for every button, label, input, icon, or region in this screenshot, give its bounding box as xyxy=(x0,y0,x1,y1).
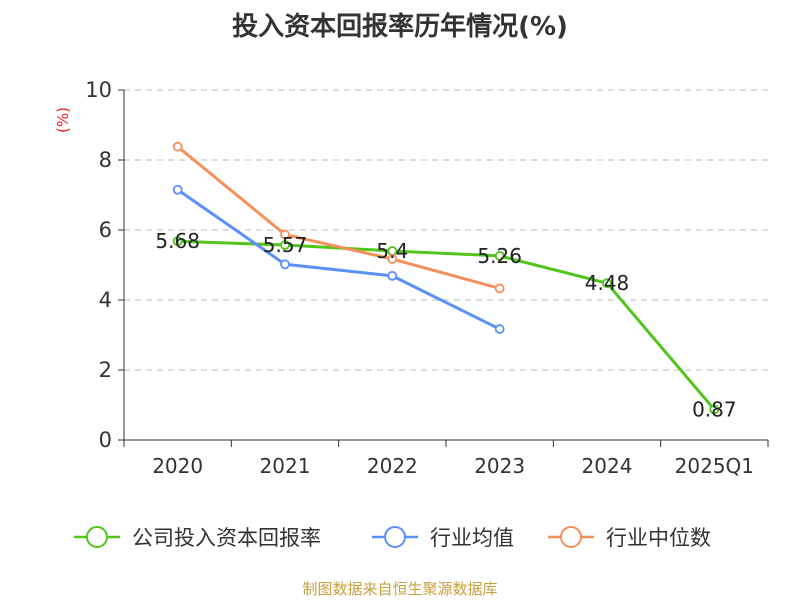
y-tick-label: 4 xyxy=(99,288,112,312)
legend-label: 行业均值 xyxy=(430,526,514,550)
y-tick-label: 10 xyxy=(85,78,112,102)
data-point xyxy=(602,278,612,289)
data-label: 0.87 xyxy=(692,398,737,422)
data-label: 5.4 xyxy=(376,239,408,263)
data-point xyxy=(280,229,290,240)
legend-marker xyxy=(560,526,582,548)
x-tick-label: 2024 xyxy=(582,454,633,478)
data-point xyxy=(709,404,720,415)
data-point xyxy=(172,141,183,152)
y-tick-label: 8 xyxy=(99,148,112,172)
data-point xyxy=(172,184,183,195)
data-label: 5.68 xyxy=(155,229,200,253)
data-point xyxy=(280,259,290,270)
data-source-note: 制图数据来自恒生聚源数据库 xyxy=(302,580,498,598)
legend-label: 行业中位数 xyxy=(606,526,711,550)
y-axis-unit-label: (%) xyxy=(54,107,72,133)
series-line xyxy=(177,239,716,411)
data-label: 5.57 xyxy=(263,233,308,257)
data-point xyxy=(172,236,183,247)
data-point xyxy=(494,324,505,334)
legend-label: 公司投入资本回报率 xyxy=(132,526,321,550)
x-tick-label: 2025Q1 xyxy=(675,454,754,478)
data-label: 4.48 xyxy=(585,271,630,295)
grid-lines xyxy=(124,89,768,371)
series-line xyxy=(176,188,501,331)
series-line xyxy=(176,145,501,290)
legend-marker xyxy=(86,526,108,548)
legend: 公司投入资本回报率 行业均值 行业中位数 xyxy=(74,526,711,550)
data-label: 5.26 xyxy=(477,244,522,268)
x-tick-label: 2023 xyxy=(474,454,525,478)
series-lines xyxy=(172,141,720,415)
y-tick-label: 0 xyxy=(99,428,112,452)
x-tick-label: 2020 xyxy=(152,454,203,478)
data-point xyxy=(387,254,398,264)
data-point xyxy=(494,250,505,261)
legend-marker xyxy=(384,526,406,548)
data-point xyxy=(280,240,290,250)
data-point xyxy=(387,270,398,281)
y-tick-label: 6 xyxy=(99,218,112,242)
y-tick-labels: 0 2 4 6 8 10 xyxy=(85,78,112,452)
x-tick-labels: 2020 2021 2022 2023 2024 2025Q1 xyxy=(152,454,754,478)
data-point xyxy=(494,283,505,294)
chart-title: 投入资本回报率历年情况(%) xyxy=(232,12,568,42)
y-tick-label: 2 xyxy=(99,358,112,382)
x-tick-label: 2021 xyxy=(260,454,311,478)
axes xyxy=(118,89,769,447)
data-labels: 5.68 5.57 5.4 5.26 4.48 0.87 xyxy=(155,229,736,421)
x-tick-label: 2022 xyxy=(367,454,418,478)
